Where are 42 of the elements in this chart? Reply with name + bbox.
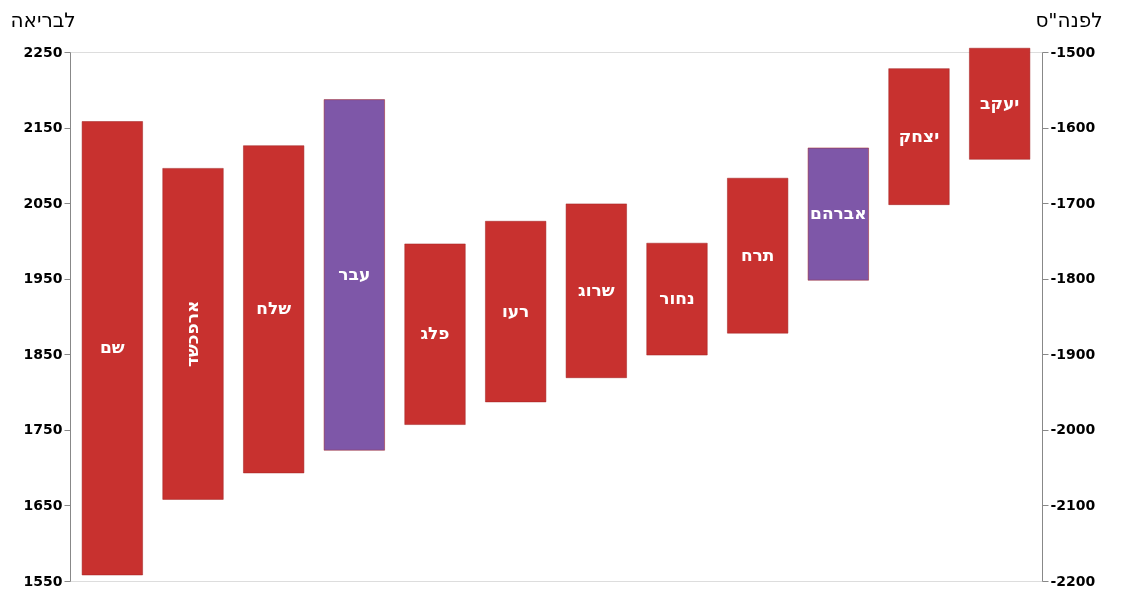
x-tick-label: נחור [659, 288, 695, 309]
bar [404, 243, 466, 425]
bar [646, 242, 708, 356]
bar [485, 221, 547, 403]
y2-tick-label: -1900 [1050, 345, 1096, 362]
y2-tick-label: -2000 [1050, 421, 1096, 438]
x-tick-label: פלג [420, 323, 450, 344]
y2-tick-label: -1700 [1050, 194, 1096, 211]
y-tick-label: 1850 [23, 345, 63, 362]
bar [243, 145, 305, 474]
y-tick-label: 2150 [23, 119, 63, 136]
y-tick-label: 2050 [23, 194, 63, 211]
x-tick-label: אברהם [810, 203, 867, 224]
y-tick-label: 1650 [23, 496, 63, 513]
x-tick-label: שלח [256, 298, 292, 319]
bar [323, 99, 385, 451]
x-tick-label: ארפכשד [182, 300, 203, 368]
y2-tick-label: -1500 [1050, 43, 1096, 60]
y2-tick-label: -1600 [1050, 119, 1096, 136]
bar [807, 147, 869, 281]
x-tick-label: רעו [501, 300, 530, 321]
bar [969, 47, 1031, 160]
x-tick-label: יעקב [980, 92, 1020, 113]
x-tick-label: שם [99, 337, 125, 358]
y2-axis-title: לפנה"ס [1035, 7, 1103, 32]
x-tick-label: עבר [338, 263, 371, 284]
y-tick-label: 1550 [23, 572, 63, 589]
bar [81, 121, 143, 576]
x-tick-label: שרוג [578, 279, 615, 300]
y-tick-label: 2250 [23, 43, 63, 60]
y2-tick-label: -1800 [1050, 270, 1096, 287]
y-tick-label: 1950 [23, 270, 63, 287]
x-tick-label: תרח [740, 244, 775, 265]
x-tick-label: יצחק [898, 125, 940, 146]
y2-tick-label: -2200 [1050, 572, 1096, 589]
y2-tick-label: -2100 [1050, 496, 1096, 513]
bar [888, 68, 950, 205]
bar [565, 203, 627, 378]
y-axis-title: לבריאה [10, 7, 76, 32]
bar [727, 177, 789, 334]
bar [162, 168, 224, 500]
y-tick-label: 1750 [23, 421, 63, 438]
